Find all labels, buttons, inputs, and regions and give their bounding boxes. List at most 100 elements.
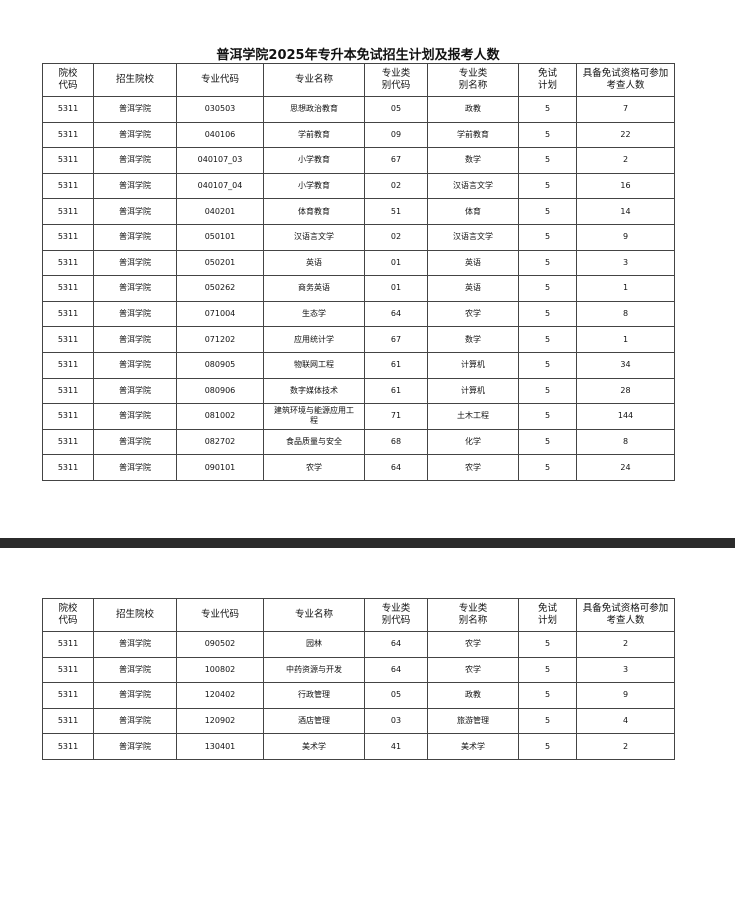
enrollment-table-page-1: 院校 代码 招生院校 专业代码 专业名称 专业类 别代码 专业类 别名称 免试 计划 具备免试… (42, 63, 675, 481)
cell-category-code: 02 (364, 223, 428, 251)
cell-eligible-count: 24 (576, 454, 675, 481)
cell-exempt-plan: 5 (518, 428, 577, 456)
cell-exempt-plan: 5 (518, 631, 577, 658)
cell-major-code: 040201 (176, 198, 264, 225)
cell-major-name: 酒店管理 (263, 707, 365, 735)
cell-major-name: 美术学 (263, 733, 365, 760)
cell-school-name: 普洱学院 (93, 656, 177, 684)
cell-eligible-count: 7 (576, 96, 675, 123)
header-school-code: 院校 代码 (42, 598, 94, 632)
cell-category-code: 67 (364, 147, 428, 174)
cell-category-name: 计算机 (427, 351, 519, 379)
cell-major-code: 120902 (176, 707, 264, 735)
cell-category-code: 02 (364, 172, 428, 200)
cell-exempt-plan: 5 (518, 172, 577, 200)
header-eligible-count: 具备免试资格可参加 考查人数 (576, 598, 675, 632)
cell-category-name: 土木工程 (427, 403, 519, 430)
cell-school-code: 5311 (42, 707, 94, 735)
cell-category-name: 数学 (427, 326, 519, 353)
header-eligible-count: 具备免试资格可参加 考查人数 (576, 63, 675, 97)
cell-school-code: 5311 (42, 403, 94, 430)
cell-category-code: 01 (364, 275, 428, 302)
cell-major-name: 思想政治教育 (263, 96, 365, 123)
cell-school-code: 5311 (42, 428, 94, 456)
cell-school-name: 普洱学院 (93, 682, 177, 709)
cell-school-name: 普洱学院 (93, 428, 177, 456)
cell-major-code: 071202 (176, 326, 264, 353)
cell-school-code: 5311 (42, 249, 94, 277)
document-title: 普洱学院2025年专升本免试招生计划及报考人数 (216, 48, 500, 63)
cell-category-code: 05 (364, 682, 428, 709)
cell-major-name: 数字媒体技术 (263, 377, 365, 405)
cell-school-name: 普洱学院 (93, 631, 177, 658)
table-row: 5311 普洱学院 040106 学前教育 09 学前教育 5 22 (42, 121, 675, 149)
cell-category-code: 64 (364, 656, 428, 684)
cell-eligible-count: 14 (576, 198, 675, 225)
cell-category-code: 51 (364, 198, 428, 225)
cell-school-code: 5311 (42, 682, 94, 709)
cell-eligible-count: 2 (576, 147, 675, 174)
cell-eligible-count: 8 (576, 300, 675, 328)
cell-exempt-plan: 5 (518, 403, 577, 430)
cell-major-name: 小学教育 (263, 147, 365, 174)
header-category-name: 专业类 别名称 (427, 598, 519, 632)
cell-category-name: 农学 (427, 631, 519, 658)
header-exempt-plan: 免试 计划 (518, 63, 577, 97)
cell-eligible-count: 144 (576, 403, 675, 430)
cell-major-code: 040106 (176, 121, 264, 149)
cell-major-code: 100802 (176, 656, 264, 684)
header-major-code: 专业代码 (176, 63, 264, 97)
cell-school-code: 5311 (42, 326, 94, 353)
cell-major-name: 建筑环境与能源应用工程 (263, 403, 365, 430)
page-divider (0, 538, 735, 548)
cell-category-name: 汉语言文学 (427, 172, 519, 200)
cell-category-name: 化学 (427, 428, 519, 456)
cell-eligible-count: 9 (576, 682, 675, 709)
cell-major-name: 体育教育 (263, 198, 365, 225)
cell-major-name: 小学教育 (263, 172, 365, 200)
cell-category-name: 学前教育 (427, 121, 519, 149)
cell-school-code: 5311 (42, 377, 94, 405)
cell-exempt-plan: 5 (518, 326, 577, 353)
cell-school-name: 普洱学院 (93, 96, 177, 123)
cell-eligible-count: 1 (576, 275, 675, 302)
cell-major-code: 090101 (176, 454, 264, 481)
table-row: 5311 普洱学院 120902 酒店管理 03 旅游管理 5 4 (42, 707, 675, 735)
cell-school-name: 普洱学院 (93, 403, 177, 430)
cell-eligible-count: 3 (576, 656, 675, 684)
cell-category-code: 67 (364, 326, 428, 353)
cell-school-name: 普洱学院 (93, 326, 177, 353)
cell-category-code: 64 (364, 631, 428, 658)
cell-category-code: 03 (364, 707, 428, 735)
cell-category-code: 41 (364, 733, 428, 760)
header-school-code: 院校 代码 (42, 63, 94, 97)
cell-school-name: 普洱学院 (93, 147, 177, 174)
cell-major-code: 080906 (176, 377, 264, 405)
cell-exempt-plan: 5 (518, 223, 577, 251)
header-exempt-plan: 免试 计划 (518, 598, 577, 632)
cell-category-name: 计算机 (427, 377, 519, 405)
cell-category-name: 农学 (427, 656, 519, 684)
cell-major-name: 学前教育 (263, 121, 365, 149)
cell-major-code: 090502 (176, 631, 264, 658)
table-row: 5311 普洱学院 080906 数字媒体技术 61 计算机 5 28 (42, 377, 675, 405)
cell-school-name: 普洱学院 (93, 454, 177, 481)
cell-major-code: 050101 (176, 223, 264, 251)
cell-major-code: 030503 (176, 96, 264, 123)
cell-exempt-plan: 5 (518, 121, 577, 149)
cell-school-code: 5311 (42, 96, 94, 123)
header-major-name: 专业名称 (263, 598, 365, 632)
cell-exempt-plan: 5 (518, 275, 577, 302)
table-row: 5311 普洱学院 040107_03 小学教育 67 数学 5 2 (42, 147, 675, 174)
cell-major-code: 081002 (176, 403, 264, 430)
cell-school-name: 普洱学院 (93, 121, 177, 149)
cell-school-code: 5311 (42, 733, 94, 760)
cell-school-code: 5311 (42, 275, 94, 302)
cell-major-name: 物联网工程 (263, 351, 365, 379)
cell-major-name: 中药资源与开发 (263, 656, 365, 684)
cell-major-name: 行政管理 (263, 682, 365, 709)
table-row: 5311 普洱学院 071202 应用统计学 67 数学 5 1 (42, 326, 675, 353)
cell-school-name: 普洱学院 (93, 198, 177, 225)
cell-category-code: 09 (364, 121, 428, 149)
cell-school-name: 普洱学院 (93, 377, 177, 405)
